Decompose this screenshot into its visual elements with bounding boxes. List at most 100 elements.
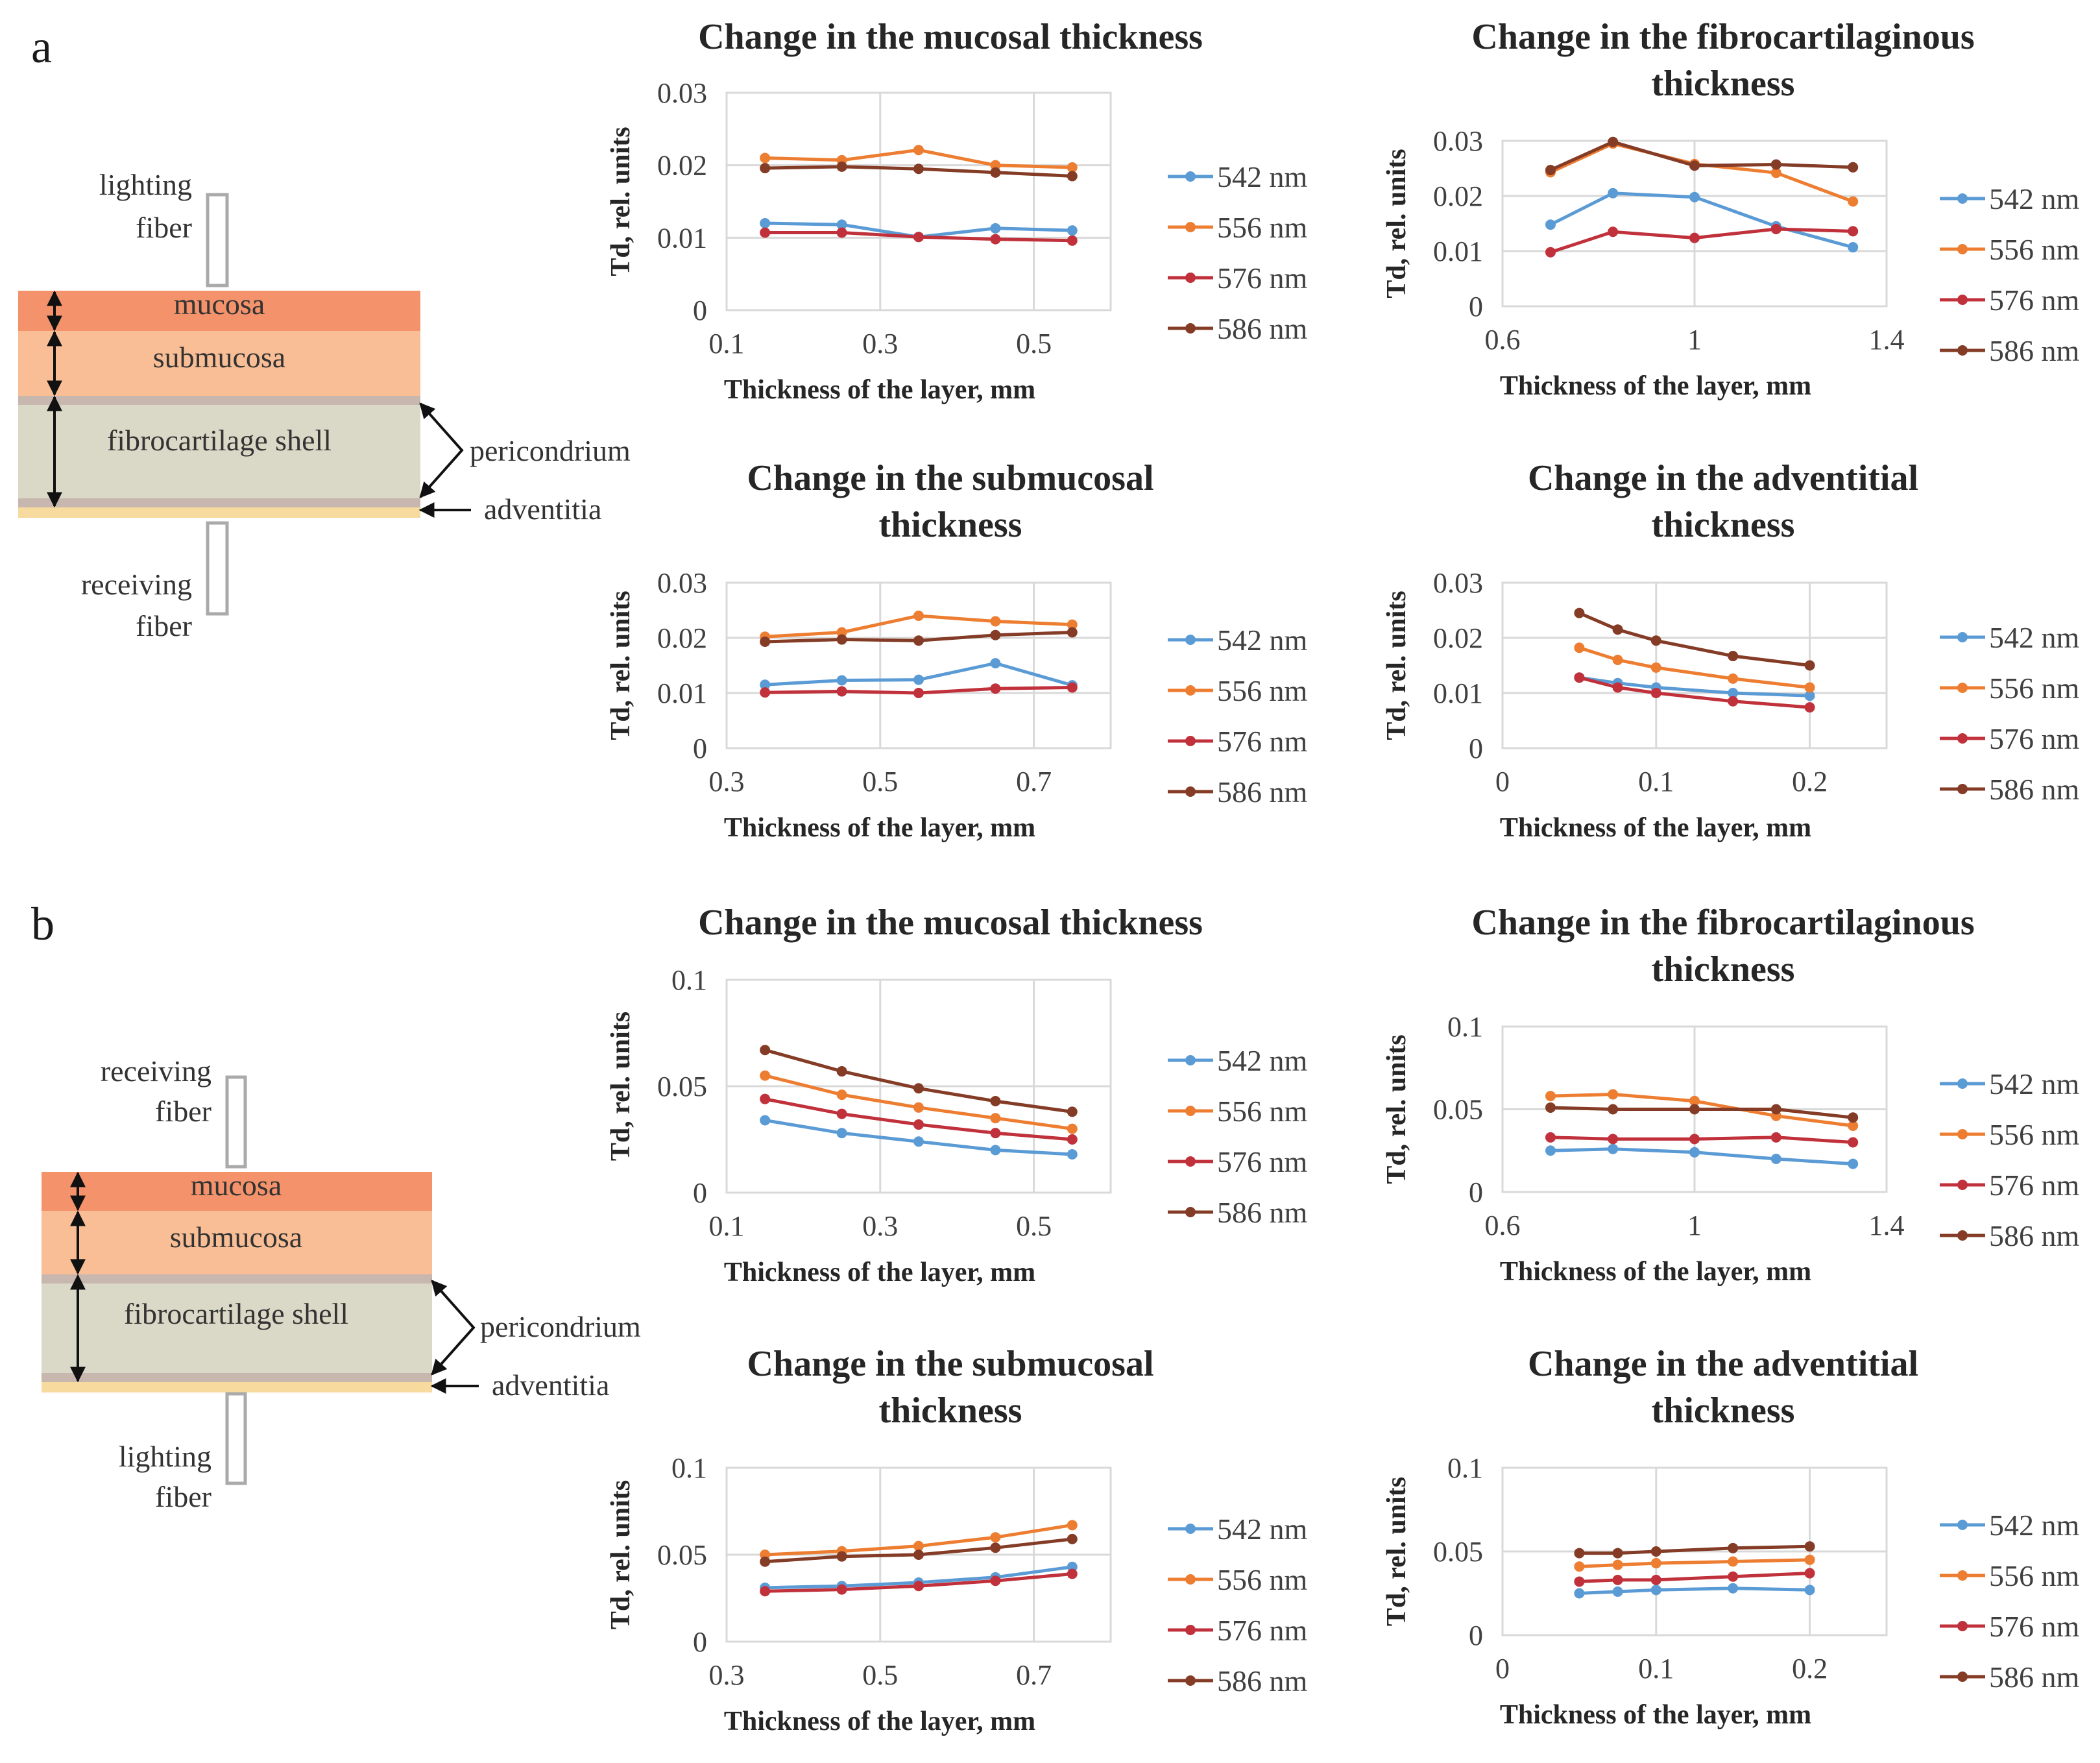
legend-item: 576 nm [1940,1169,2080,1202]
legend-label: 586 nm [1217,775,1308,809]
legend-item: 576 nm [1940,1610,2080,1643]
data-point [1608,1089,1619,1100]
data-point [1574,672,1585,683]
panel-label-a: a [31,21,52,73]
chart-title: Change in the fibrocartilaginous thicknes… [1471,903,1974,990]
legend-marker [1185,323,1196,334]
shell-label: fibrocartilage shell [107,424,332,457]
series-586nm [760,161,1078,182]
legend-label: 542 nm [1217,160,1308,193]
chart-title: Change in the fibrocartilaginous thicknes… [1471,17,1974,104]
y-tick-label: 0.02 [657,622,707,654]
x-tick-label: 1 [1687,324,1702,356]
data-point [836,1108,847,1119]
data-point [1067,619,1078,630]
chart-title: Change in the mucosal thickness [698,903,1203,943]
data-point [1650,1585,1661,1596]
legend-item: 586 nm [1168,1664,1308,1697]
y-tick-label: 0.03 [1433,125,1483,157]
series-576nm [1574,1568,1815,1587]
y-tick-label: 0.01 [1433,236,1483,267]
data-point [1728,696,1739,707]
data-point [913,232,924,243]
data-point [913,611,924,621]
data-point [1608,1104,1619,1115]
data-point [760,1093,771,1104]
top-fiber-label: receiving fiber [101,1054,211,1128]
data-point [1067,1568,1078,1579]
data-point [1574,1588,1585,1599]
data-point [1689,1104,1700,1115]
data-point [1574,607,1585,618]
y-tick-label: 0.03 [657,77,707,109]
data-point [760,1045,771,1056]
shell-layer [42,1283,432,1373]
legend-label: 556 nm [1217,1563,1308,1596]
data-point [1574,642,1585,653]
series-line [1549,141,1854,203]
chart-title: Change in the adventitial thickness [1528,458,1918,545]
legend-label: 556 nm [1989,233,2080,266]
data-point [760,679,771,690]
data-point [836,686,847,697]
submucosa-layer [18,331,420,396]
data-point [836,627,847,638]
data-point [760,1586,771,1597]
data-point [1608,226,1619,237]
data-point [836,675,847,686]
series-586nm [760,627,1078,647]
x-tick-label: 0.5 [862,1659,898,1691]
legend-marker [1957,733,1968,744]
data-point [1689,191,1700,202]
chart-title: Change in the submucosal thickness [747,458,1153,545]
data-point [1770,1104,1781,1115]
x-tick-label: 0.3 [709,766,745,797]
legend-label: 576 nm [1217,725,1308,758]
data-point [990,1575,1001,1587]
data-point [990,1145,1001,1156]
y-tick-label: 0.02 [1433,622,1483,654]
pericondrium-label: pericondrium [470,434,631,467]
y-tick-label: 0 [1469,1176,1483,1208]
data-point [1689,1095,1700,1106]
legend-marker [1957,1520,1968,1530]
data-point [836,219,847,230]
data-point [1067,171,1078,182]
adventitia-layer [42,1382,432,1392]
legend-marker [1185,1055,1196,1065]
legend-label: 576 nm [1989,1169,2080,1202]
data-point [760,636,771,647]
data-point [1848,1158,1859,1169]
y-tick-label: 0.05 [1433,1094,1483,1126]
data-point [990,1095,1001,1106]
series-542nm [760,1115,1078,1160]
legend-marker [1957,1180,1968,1190]
series-line [1549,140,1853,172]
shell-label: fibrocartilage shell [124,1297,348,1330]
y-axis-label: Td, rel. units [1382,1034,1412,1184]
series-576nm [1545,1132,1859,1148]
legend-marker [1185,222,1196,232]
legend-marker [1185,1106,1196,1116]
x-axis-label: Thickness of the layer, mm [724,1258,1035,1287]
data-point [1067,1520,1078,1531]
x-tick-label: 1.4 [1869,324,1905,356]
legend-label: 576 nm [1989,284,2080,317]
data-point [990,1542,1001,1553]
data-point [836,1066,847,1077]
legend-item: 586 nm [1940,1219,2080,1252]
legend-item: 576 nm [1940,284,2080,317]
legend-label: 556 nm [1217,211,1308,244]
data-point [1608,1134,1619,1145]
legend-label: 576 nm [1989,722,2080,755]
legend-marker [1957,193,1968,204]
legend-item: 586 nm [1168,312,1308,345]
legend-marker [1185,1625,1196,1635]
mucosa-label: mucosa [191,1169,282,1202]
submucosa-label: submucosa [153,341,285,374]
y-tick-label: 0 [1469,1620,1483,1651]
legend-label: 556 nm [1989,1559,2080,1592]
y-tick-label: 0.1 [671,964,707,996]
legend-item: 576 nm [1940,722,2080,755]
legend-label: 576 nm [1989,1610,2080,1643]
